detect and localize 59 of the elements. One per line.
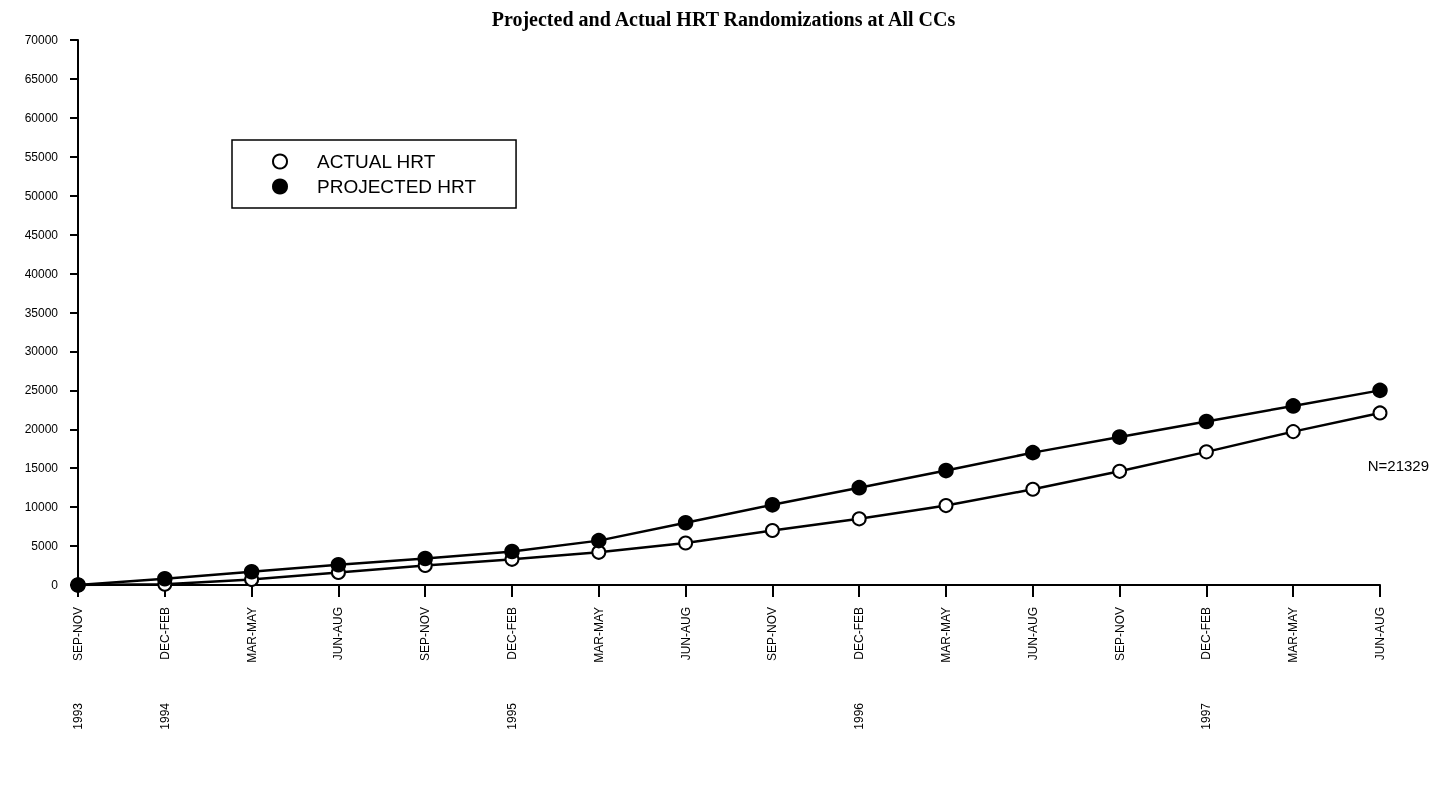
point <box>1025 481 1041 497</box>
point <box>591 532 607 549</box>
point <box>764 497 781 513</box>
point <box>1025 444 1041 461</box>
point <box>1198 444 1214 460</box>
point <box>1198 413 1215 430</box>
point <box>678 535 694 551</box>
point <box>243 564 260 580</box>
point <box>851 479 867 496</box>
y-tick-label: 15000 <box>24 461 59 476</box>
y-tick-label: 35000 <box>24 305 59 320</box>
point <box>938 498 954 514</box>
y-tick-label: 50000 <box>24 188 59 203</box>
category-label: DEC-FEB 1994 <box>157 607 172 730</box>
category-label: DEC-FEB 1995 <box>505 607 519 730</box>
point <box>157 571 173 587</box>
annotation: N=21329 <box>1367 456 1430 474</box>
x-tick-label: SEP-NOV <box>1112 607 1127 662</box>
y-tick-label: 5000 <box>31 539 59 554</box>
x-tick-label: JUN-AUG <box>1025 607 1040 661</box>
y-tick-label: 40000 <box>24 266 59 281</box>
y-tick-label: 45000 <box>24 227 59 242</box>
x-tick-label: MAR-MAY <box>244 607 259 663</box>
point <box>677 514 694 531</box>
x-tick-label: JUN-AUG <box>678 607 693 661</box>
y-tick-label: 10000 <box>24 500 59 515</box>
point <box>1285 398 1301 414</box>
x-tick-label: JUN-AUG <box>331 607 346 661</box>
point <box>764 523 780 538</box>
x-tick-label: MAR-MAY <box>939 607 953 663</box>
category-label: DEC-FEB 1996 <box>852 607 867 730</box>
point <box>1372 382 1388 399</box>
point <box>851 511 867 527</box>
point <box>504 543 520 560</box>
x-tick-label: MAR-MAY <box>591 607 606 663</box>
y-tick-label: 60000 <box>24 110 59 125</box>
category-label: DEC-FEB 1997 <box>1199 607 1214 730</box>
legend-label: ACTUAL HRT <box>317 151 436 172</box>
y-tick-label: 25000 <box>24 383 59 398</box>
legend-label: PROJECTED HRT <box>317 176 477 197</box>
point <box>417 550 433 567</box>
y-tick-label: 0 <box>51 578 59 592</box>
point <box>1112 463 1128 479</box>
chart-title: Projected and Actual HRT Randomizations at All CCs <box>491 8 956 31</box>
x-tick-label: SEP-NOV <box>418 607 433 662</box>
point <box>1285 424 1301 440</box>
x-tick-label: MAR-MAY <box>1286 607 1301 663</box>
y-tick-label: 20000 <box>24 422 59 437</box>
point <box>330 557 347 573</box>
point <box>1372 405 1388 421</box>
y-tick-label: 30000 <box>24 344 59 359</box>
y-tick-label: 70000 <box>24 33 59 47</box>
x-tick-label: JUN-AUG <box>1373 607 1387 661</box>
x-tick-label: SEP-NOV <box>765 607 780 662</box>
y-tick-label: 55000 <box>24 149 59 164</box>
category-label: SEP-NOV 1993 <box>71 607 85 730</box>
y-tick-label: 65000 <box>24 71 59 86</box>
point <box>938 462 954 479</box>
point <box>1111 429 1128 445</box>
